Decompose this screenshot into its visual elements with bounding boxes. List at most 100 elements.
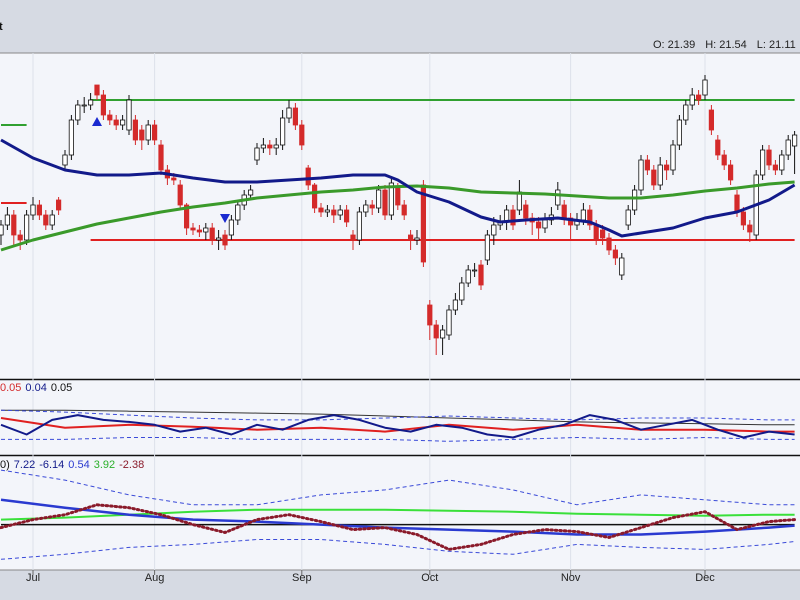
candle-body: [158, 144, 164, 171]
candle-body: [433, 324, 439, 339]
candle-body: [664, 164, 670, 171]
candle-body: [0, 224, 4, 236]
candle-body: [151, 124, 158, 141]
candle-body: [638, 159, 644, 191]
candle-body: [670, 144, 676, 171]
candle-body: [785, 139, 791, 156]
candle-body: [446, 309, 452, 336]
candle-body: [625, 209, 631, 226]
candle-body: [568, 217, 574, 226]
candle-body: [4, 214, 10, 226]
candle-body: [606, 237, 612, 251]
candle-body: [740, 211, 747, 226]
candle-body: [350, 234, 356, 241]
candle-body: [222, 234, 228, 246]
candle-body: [587, 209, 593, 226]
candle-body: [459, 282, 465, 301]
line: [0, 508, 795, 521]
candle-body: [113, 119, 119, 126]
signal-marker: [92, 117, 102, 126]
candle-body: [491, 224, 497, 236]
line: [0, 414, 795, 439]
candle-body: [324, 209, 331, 213]
candle-body: [651, 169, 657, 186]
candle-body: [542, 219, 548, 229]
candle-body: [478, 264, 484, 286]
signal-marker: [220, 214, 230, 223]
candle-body: [94, 84, 100, 96]
candle-body: [612, 249, 619, 259]
chart-title: t: [0, 21, 3, 33]
candle-body: [126, 99, 132, 131]
candle-body: [676, 119, 683, 146]
readout-label: 3.92: [94, 459, 115, 471]
candle-body: [427, 304, 433, 326]
candle-body: [177, 184, 183, 206]
x-tick-label: Jul: [26, 572, 40, 584]
candle-body: [747, 224, 753, 233]
candle-body: [510, 209, 516, 226]
candle-body: [299, 124, 305, 146]
x-tick-label: Dec: [695, 572, 715, 584]
candle-body: [375, 189, 382, 209]
candle-body: [62, 154, 68, 166]
candle-body: [171, 177, 177, 181]
candle-body: [363, 204, 369, 213]
candle-body: [484, 234, 491, 261]
readout-label: 0.05: [0, 382, 21, 394]
candle-body: [465, 269, 471, 284]
candle-body: [331, 209, 337, 216]
candle-body: [407, 234, 414, 241]
candle-body: [228, 219, 234, 236]
candle-body: [75, 104, 81, 121]
candle-body: [766, 149, 772, 166]
candle-body: [792, 134, 798, 147]
candle-body: [107, 114, 113, 121]
candle-body: [728, 164, 734, 181]
candle-body: [190, 227, 196, 231]
candle-body: [632, 189, 638, 211]
candle-body: [343, 209, 350, 223]
readout-label: 0): [0, 459, 10, 471]
x-tick-label: Nov: [561, 572, 581, 584]
candle-body: [247, 189, 254, 196]
candle-body: [593, 224, 599, 241]
candle-body: [209, 227, 215, 241]
line: [1, 437, 795, 442]
candle-body: [702, 79, 708, 96]
candle-body: [760, 149, 766, 176]
candle-body: [772, 164, 779, 171]
candle-body: [644, 159, 651, 171]
candle-body: [619, 257, 625, 276]
candle-body: [203, 227, 209, 233]
candle-body: [68, 119, 74, 156]
candle-body: [580, 209, 587, 221]
candle-body: [721, 154, 727, 166]
candle-body: [30, 204, 36, 216]
candle-body: [337, 209, 343, 216]
candle-body: [715, 139, 721, 156]
candle-body: [420, 184, 427, 263]
x-tick-label: Aug: [145, 572, 165, 584]
candle-body: [689, 94, 695, 106]
candle-body: [471, 269, 478, 272]
candle-body: [561, 204, 567, 219]
candle-body: [734, 194, 740, 213]
candle-body: [49, 214, 55, 226]
candle-body: [286, 107, 292, 119]
candle-body: [139, 129, 145, 141]
candle-body: [267, 144, 273, 149]
readout-label: 0.05: [51, 382, 72, 394]
candle-body: [536, 221, 542, 229]
line: [0, 417, 795, 433]
candle-body: [23, 214, 30, 241]
candle-body: [56, 199, 62, 211]
readout-label: 0.54: [68, 459, 89, 471]
candle-body: [708, 109, 715, 131]
readout-label: -6.14: [39, 459, 64, 471]
candle-body: [292, 107, 299, 126]
candle-body: [414, 237, 420, 241]
candle-body: [17, 234, 23, 241]
